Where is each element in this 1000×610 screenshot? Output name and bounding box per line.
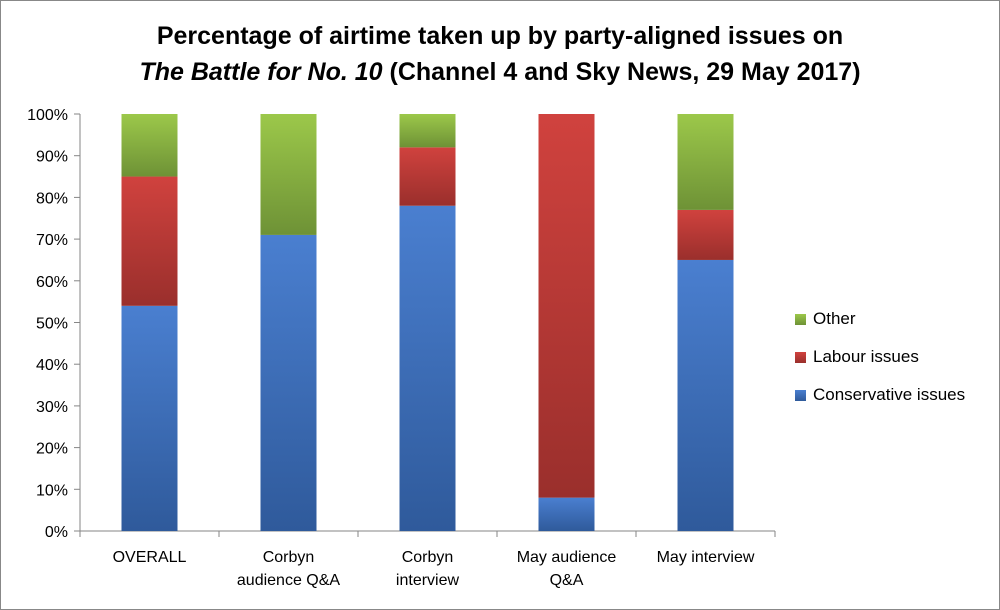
legend-item-other: Other — [795, 300, 965, 338]
chart-title-details: (Channel 4 and Sky News, 29 May 2017) — [382, 58, 861, 86]
chart-title-line2: The Battle for No. 10 (Channel 4 and Sky… — [0, 54, 1000, 90]
y-tick-label: 80% — [36, 190, 68, 207]
y-tick-label: 10% — [36, 482, 68, 499]
y-tick-label: 70% — [36, 232, 68, 249]
x-category-label-line: interview — [396, 572, 460, 589]
x-category-label-line: Q&A — [550, 572, 584, 589]
legend-swatch-other — [795, 313, 806, 325]
x-category-label-line: Corbyn — [263, 549, 315, 566]
x-category-label: Corbyn interview — [396, 549, 460, 589]
y-tick-label: 0% — [45, 524, 68, 541]
x-category-label-line: May audience — [517, 549, 617, 566]
legend-swatch-conservative — [795, 389, 806, 401]
legend-label-conservative: Conservative issues — [813, 385, 966, 404]
bar-conservative-issues-may-interview — [677, 259, 734, 531]
legend-item-conservative: Conservative issues — [795, 376, 965, 414]
bars — [121, 114, 734, 532]
bar-other-may-interview — [677, 114, 734, 210]
bar-conservative-issues-corbyn-interview — [399, 205, 456, 532]
axis-labels: 0% 10% 20% 30% 40% 50% 60% 70% 80% 90% 100% OVERALL… — [27, 107, 755, 589]
bar-conservative-issues-may-audience-q-a — [538, 497, 595, 531]
bar-labour-issues-corbyn-interview — [399, 147, 456, 206]
x-category-label: Corbyn audience Q&A — [237, 549, 341, 589]
bar-other-corbyn-interview — [399, 114, 456, 148]
y-tick-label: 40% — [36, 357, 68, 374]
x-category-label-line: audience Q&A — [237, 572, 341, 589]
legend-item-labour: Labour issues — [795, 338, 965, 376]
x-category-label: OVERALL — [113, 549, 187, 566]
chart-title-line1: Percentage of airtime taken up by party-… — [156, 22, 844, 50]
x-category-label: May audience Q&A — [517, 549, 617, 589]
x-category-label-line: Corbyn — [402, 549, 454, 566]
y-tick-label: 90% — [36, 149, 68, 166]
legend-label-labour: Labour issues — [813, 347, 919, 366]
y-tick-label: 60% — [36, 274, 68, 291]
legend-label-other: Other — [813, 309, 856, 328]
chart-title-programme: The Battle for No. 10 — [139, 58, 383, 86]
y-tick-label: 50% — [36, 316, 68, 333]
x-category-label-line: May interview — [657, 549, 755, 566]
bar-other-overall — [121, 114, 178, 177]
legend-swatch-labour — [795, 351, 806, 363]
legend: Other Labour issues Conservative issues — [795, 300, 965, 414]
chart-title: Percentage of airtime taken up by party-… — [0, 18, 1000, 90]
bar-labour-issues-overall — [121, 176, 178, 306]
y-tick-label: 20% — [36, 441, 68, 458]
y-tick-label: 100% — [27, 107, 68, 124]
y-tick-label: 30% — [36, 399, 68, 416]
x-category-label: May interview — [657, 549, 755, 566]
x-category-label-line: OVERALL — [113, 549, 187, 566]
bar-labour-issues-may-audience-q-a — [538, 114, 595, 498]
bar-conservative-issues-corbyn-audience-q-a — [260, 234, 317, 531]
bar-other-corbyn-audience-q-a — [260, 114, 317, 235]
bar-labour-issues-may-interview — [677, 209, 734, 260]
bar-conservative-issues-overall — [121, 305, 178, 531]
